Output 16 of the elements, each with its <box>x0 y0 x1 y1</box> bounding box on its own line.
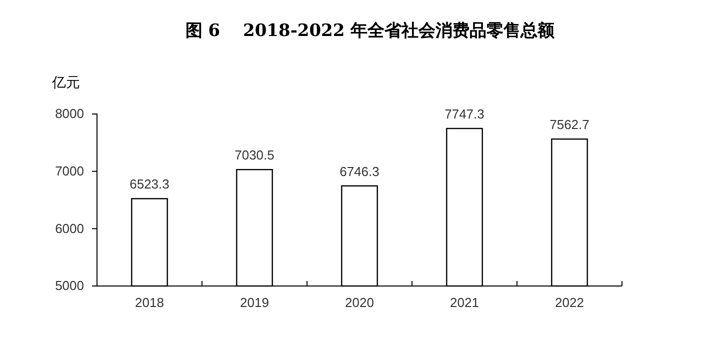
chart-title: 图 6 2018-2022 年全省社会消费品零售总额 <box>185 21 556 41</box>
data-label: 7747.3 <box>444 106 484 122</box>
x-tick-label: 2020 <box>345 295 374 310</box>
y-tick-label: 8000 <box>55 106 84 122</box>
x-tick-label: 2021 <box>450 295 479 310</box>
y-axis-title: 亿元 <box>51 75 80 91</box>
data-label: 7562.7 <box>550 117 590 132</box>
y-tick-label: 5000 <box>55 278 84 294</box>
x-tick-label: 2018 <box>135 295 164 310</box>
data-label: 7030.5 <box>234 148 274 163</box>
x-tick-label: 2022 <box>555 295 584 310</box>
data-label: 6523.3 <box>130 176 170 192</box>
y-tick-label: 6000 <box>55 220 84 236</box>
y-tick-label: 7000 <box>55 163 84 178</box>
data-label: 6746.3 <box>340 164 380 179</box>
x-tick-label: 2019 <box>240 295 269 310</box>
